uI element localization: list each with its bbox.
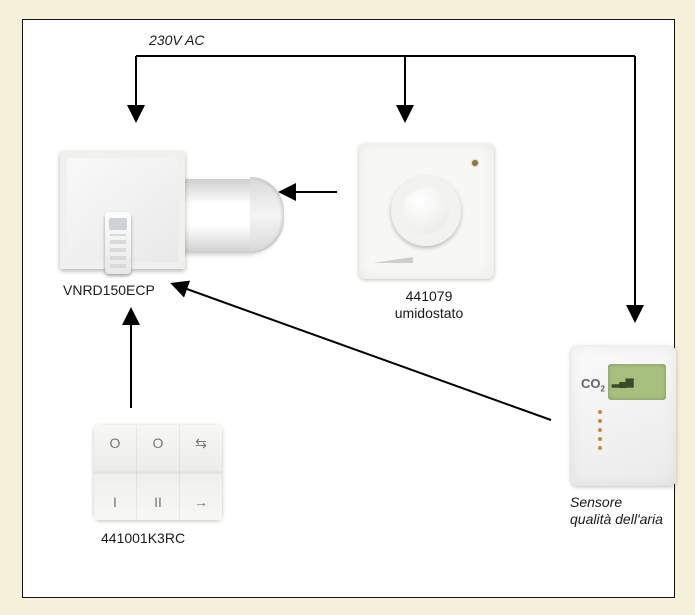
ventilator-label: VNRD150ECP	[63, 282, 155, 299]
switch-sym-top-2: O	[137, 435, 179, 451]
switch-sym-top-3: ⇆	[180, 435, 222, 452]
device-switch: O I O II ⇆ →	[94, 425, 222, 520]
humidistat-led	[472, 160, 478, 166]
diagram-frame: 230V AC VNRD150ECP 441079 umidostato O I…	[22, 19, 675, 598]
humidistat-label: 441079 umidostato	[369, 288, 489, 322]
switch-rocker-3: ⇆ →	[180, 425, 222, 520]
device-air-sensor: CO2 ▂▄▆	[571, 346, 676, 486]
edge-airsensor-ventilator	[173, 284, 551, 420]
humidistat-scale	[373, 257, 413, 263]
switch-sym-bot-2: II	[137, 494, 179, 510]
device-ventilator	[60, 146, 290, 276]
power-label: 230V AC	[149, 32, 205, 49]
co2-led-list	[604, 408, 664, 453]
ventilator-remote	[105, 212, 131, 274]
co2-sub: 2	[601, 385, 605, 394]
humidistat-name: umidostato	[395, 305, 463, 321]
humidistat-knob	[391, 176, 461, 246]
air-sensor-label: Sensore qualità dell'aria	[570, 494, 663, 528]
switch-sym-bot-3: →	[180, 494, 222, 510]
humidistat-code: 441079	[406, 288, 453, 304]
air-sensor-label-2: qualità dell'aria	[570, 511, 663, 527]
switch-rocker-2: O II	[137, 425, 180, 520]
switch-label: 441001K3RC	[101, 530, 185, 547]
switch-rocker-1: O I	[94, 425, 137, 520]
device-humidistat	[359, 144, 494, 279]
switch-sym-bot-1: I	[94, 494, 136, 510]
co2-text: CO	[581, 376, 601, 391]
air-sensor-label-1: Sensore	[570, 494, 622, 510]
co2-screen: ▂▄▆	[608, 364, 666, 400]
co2-title: CO2	[581, 376, 605, 394]
switch-sym-top-1: O	[94, 435, 136, 451]
